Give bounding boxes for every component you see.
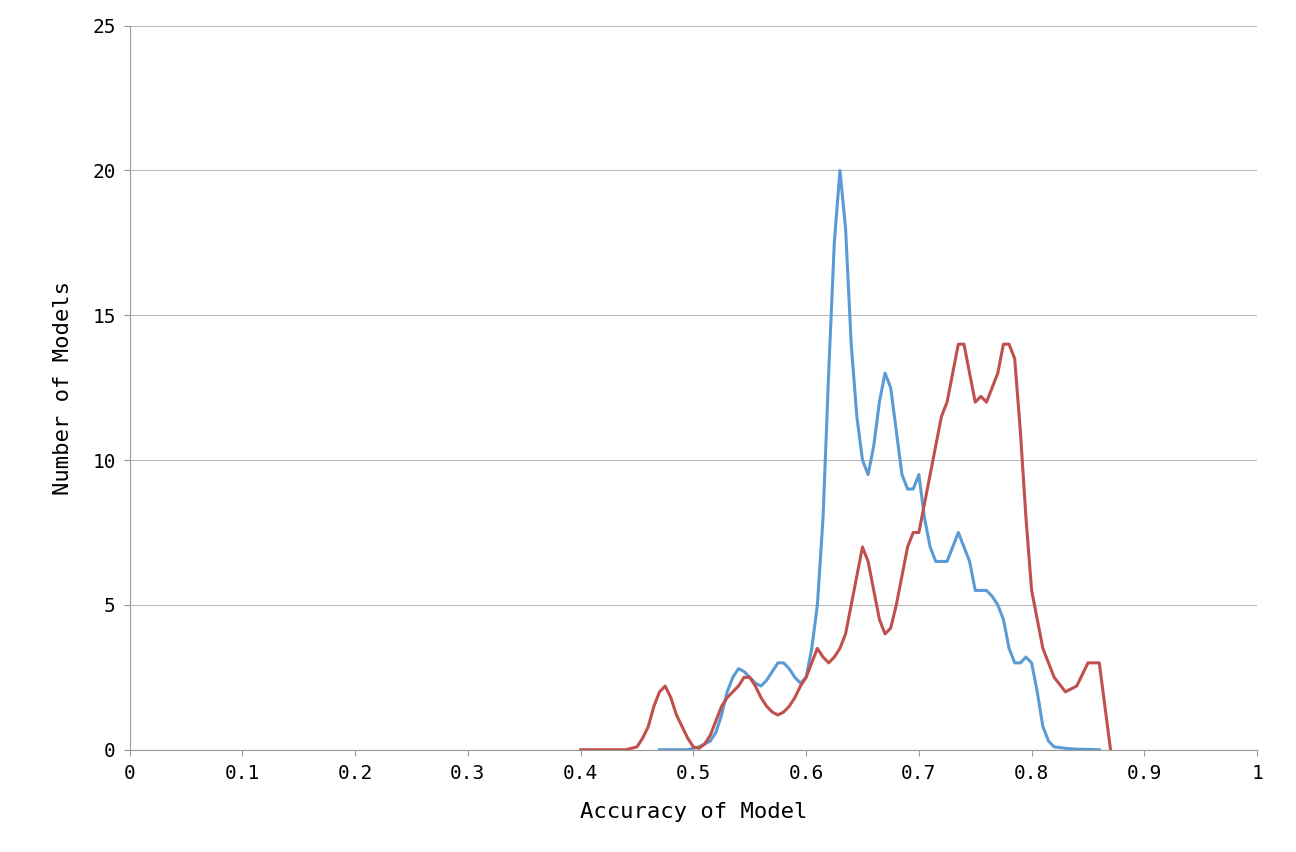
X-axis label: Accuracy of Model: Accuracy of Model [579,802,807,822]
Y-axis label: Number of Models: Number of Models [53,280,73,495]
